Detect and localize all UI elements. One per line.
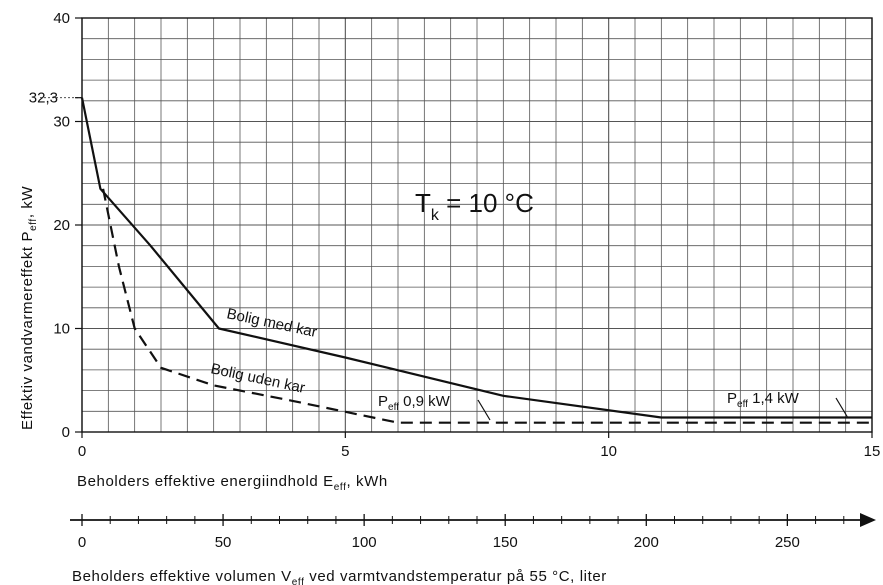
series-group: [80, 97, 872, 424]
x-axis-label: Beholders effektive energiindhold Eeff, …: [77, 473, 388, 493]
p-eff-annotation-high: Peff 1,4 kW: [727, 390, 800, 410]
y-tick-label: 0: [62, 424, 70, 441]
x2-axis-label: Beholders effektive volumen Veff ved var…: [72, 568, 607, 585]
x2-axis-arrow: [860, 513, 876, 527]
series-label-bolig-uden-kar: Bolig uden kar: [209, 360, 306, 397]
p-eff-annotation-low: Peff 0,9 kW: [378, 393, 451, 413]
x2-tick-label: 50: [215, 534, 232, 551]
labels-group: Effektiv vandvarmereffekt Peff, kW Behol…: [19, 186, 849, 585]
y-axis-label: Effektiv vandvarmereffekt Peff, kW: [19, 186, 39, 430]
x2-tick-label: 100: [352, 534, 377, 551]
x-tick-label: 10: [600, 443, 617, 460]
series-line-bolig-med-kar: [80, 97, 872, 419]
leader-line-high: [835, 397, 849, 419]
series-label-bolig-med-kar: Bolig med kar: [225, 305, 318, 341]
y-tick-label: 20: [53, 217, 70, 234]
y-tick-label-32: 32,3: [29, 90, 58, 107]
grid: [40, 17, 873, 433]
x2-tick-label: 0: [78, 534, 86, 551]
x2-tick-label: 250: [775, 534, 800, 551]
x-tick-label: 5: [341, 443, 349, 460]
x-tick-label: 0: [78, 443, 86, 460]
temperature-annotation: Tk = 10 °C: [415, 188, 534, 224]
y-tick-label: 40: [53, 10, 70, 27]
x-tick-label: 15: [864, 443, 881, 460]
y-tick-label: 30: [53, 114, 70, 131]
series-line-bolig-uden-kar: [102, 188, 872, 424]
x2-tick-label: 200: [634, 534, 659, 551]
leader-line-low: [477, 399, 491, 421]
x2-tick-label: 150: [493, 534, 518, 551]
y-tick-label: 10: [53, 321, 70, 338]
